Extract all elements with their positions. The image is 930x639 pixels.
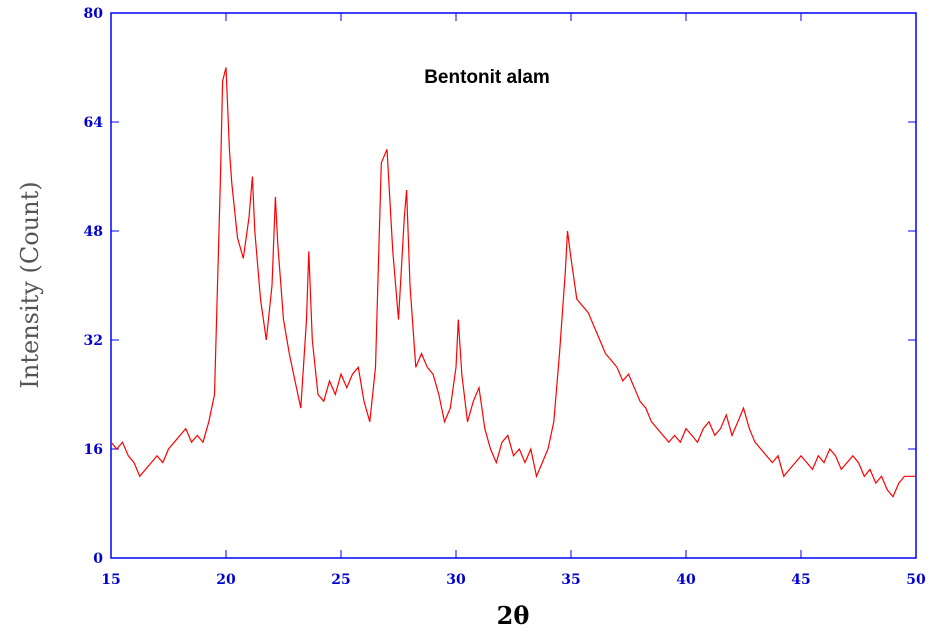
x-tick-label: 15: [101, 572, 120, 588]
y-tick-label: 64: [84, 115, 104, 131]
plot-frame: [110, 12, 917, 559]
y-tick-label: 48: [84, 224, 103, 240]
y-tick-label: 0: [93, 551, 103, 567]
x-tick-label: 50: [906, 572, 926, 588]
x-tick-label: 30: [446, 572, 466, 588]
chart-title: Bentonit alam: [424, 67, 550, 88]
y-axis-label: Intensity (Count): [16, 181, 44, 388]
y-tick-label: 32: [84, 333, 103, 349]
x-axis-label: 2θ: [497, 601, 530, 630]
x-tick-label: 25: [331, 572, 350, 588]
y-tick-label: 80: [84, 6, 104, 22]
x-tick-label: 35: [561, 572, 580, 588]
data-line: [110, 67, 916, 498]
x-tick-label: 45: [791, 572, 810, 588]
x-tick-label: 20: [216, 572, 236, 588]
x-tick-label: 40: [676, 572, 696, 588]
y-tick-label: 16: [84, 442, 103, 458]
